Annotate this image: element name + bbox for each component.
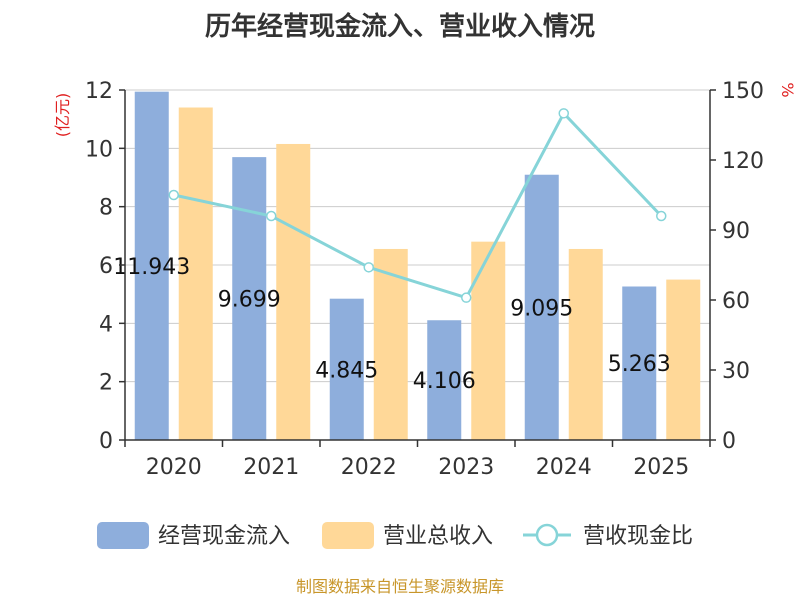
bar-2020-revenue [178, 107, 213, 440]
line-cash-ratio [173, 110, 663, 300]
y-right-tick-label: 0 [722, 429, 736, 454]
bar-2024-cash-inflow [524, 174, 559, 440]
bar-value-label-2022: 4.845 [315, 358, 378, 383]
y-right-tick-label: 60 [722, 289, 750, 314]
legend-swatch-cash-inflow [97, 522, 149, 549]
y-right-tick-label: 90 [722, 219, 750, 244]
bar-2022-cash-inflow [329, 298, 364, 440]
x-tick-label: 2020 [146, 455, 202, 480]
legend-label-cash-inflow: 经营现金流入 [158, 524, 290, 549]
bar-2025-cash-inflow [622, 286, 657, 440]
bar-value-label-2025: 5.263 [608, 352, 671, 377]
legend-swatch-revenue [322, 522, 374, 549]
legend-label-revenue: 营业总收入 [383, 524, 493, 549]
bar-value-labels: 11.943 9.699 4.845 4.106 9.095 5.263 [113, 255, 670, 394]
point-2024-cash-ratio [558, 108, 569, 119]
x-tick-label: 2025 [633, 455, 689, 480]
legend-label-cash-ratio: 营收现金比 [583, 524, 693, 549]
point-2021-cash-ratio [266, 210, 277, 222]
y-left-tick-label: 6 [99, 254, 113, 279]
y-left-tick-label: 4 [99, 312, 113, 337]
x-tick-label: 2023 [438, 455, 494, 480]
y-right-axis-label: % [778, 82, 797, 97]
bar-2021-revenue [276, 143, 311, 441]
point-2025-cash-ratio [656, 210, 667, 222]
bar-value-label-2024: 9.095 [510, 296, 573, 321]
bar-value-label-2021: 9.699 [218, 288, 281, 313]
bar-series-group [134, 91, 701, 441]
y-right-tick-label: 120 [722, 149, 764, 174]
y-left-tick-label: 12 [85, 79, 113, 104]
y-right-tick-label: 30 [722, 359, 750, 384]
x-tick-label: 2021 [243, 455, 299, 480]
y-right-tick-label: 150 [722, 79, 764, 104]
bar-2023-cash-inflow [427, 320, 462, 440]
legend-marker-cash-ratio [535, 523, 559, 547]
bar-2025-revenue [666, 279, 701, 440]
bar-2022-revenue [373, 248, 408, 440]
bar-value-label-2023: 4.106 [413, 369, 476, 394]
bar-2020-cash-inflow [134, 91, 169, 440]
point-2022-cash-ratio [363, 262, 374, 273]
legend: 经营现金流入 营业总收入 营收现金比 [97, 522, 693, 549]
bar-2023-revenue [471, 241, 506, 440]
bar-2024-revenue [568, 248, 603, 440]
y-left-tick-label: 0 [99, 429, 113, 454]
y-left-tick-label: 10 [85, 137, 113, 162]
point-2023-cash-ratio [461, 292, 472, 303]
point-2020-cash-ratio [168, 189, 179, 201]
y-left-axis-label: (亿元) [53, 93, 72, 138]
x-tick-label: 2024 [536, 455, 592, 480]
x-tick-label: 2022 [341, 455, 397, 480]
y-left-tick-label: 8 [99, 196, 113, 221]
source-note: 制图数据来自恒生聚源数据库 [296, 577, 504, 596]
chart-title: 历年经营现金流入、营业收入情况 [205, 11, 595, 42]
line-series-group [168, 108, 667, 303]
y-left-tick-label: 2 [99, 371, 113, 396]
bar-value-label-2020: 11.943 [113, 255, 190, 280]
bar-2021-cash-inflow [232, 157, 267, 441]
